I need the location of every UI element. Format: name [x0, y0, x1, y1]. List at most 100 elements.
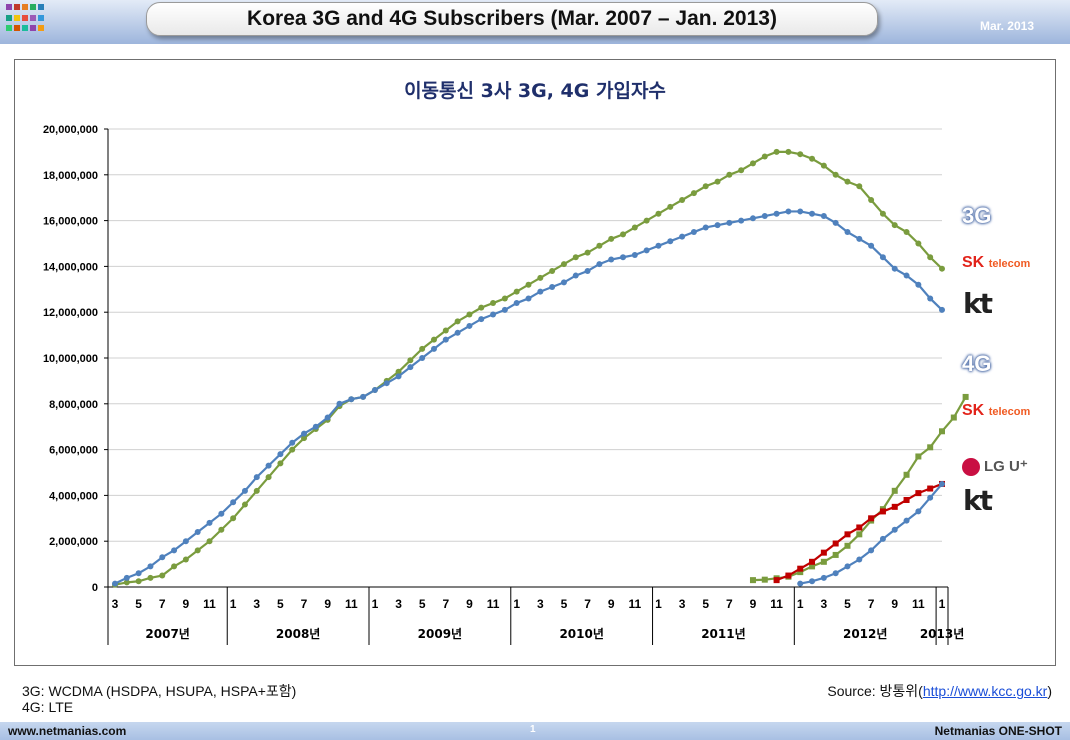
- data-point: [820, 558, 827, 565]
- legend-4g-badge: 4G: [962, 351, 992, 376]
- year-label: 2007년: [145, 627, 189, 641]
- data-point: [265, 474, 272, 481]
- data-point: [383, 380, 390, 387]
- series-4g-lg-u-: [773, 480, 945, 584]
- data-point: [844, 563, 851, 570]
- data-point: [194, 529, 201, 536]
- data-point: [265, 462, 272, 469]
- x-tick-label: 3: [395, 597, 402, 611]
- data-point: [879, 254, 886, 261]
- tick-labels: 0 2,000,000 4,000,000 6,000,000 8,000,000 10,…: [43, 124, 964, 641]
- data-point: [620, 231, 627, 238]
- data-point: [738, 217, 745, 224]
- gridlines: [108, 128, 942, 542]
- data-point: [820, 549, 827, 556]
- y-tick-label: 18,000,000: [43, 170, 98, 182]
- y-tick-label: 0: [92, 582, 98, 594]
- data-point: [856, 531, 863, 538]
- data-point: [608, 235, 615, 242]
- data-point: [761, 153, 768, 160]
- data-point: [797, 569, 804, 576]
- source-prefix: Source: 방통위(: [827, 683, 923, 699]
- data-point: [868, 547, 875, 554]
- data-point: [797, 565, 804, 572]
- y-tick-label: 12,000,000: [43, 307, 98, 319]
- source-link[interactable]: http://www.kcc.go.kr: [922, 683, 1048, 699]
- data-point: [891, 222, 898, 229]
- data-point: [478, 316, 485, 323]
- data-point: [903, 471, 910, 478]
- data-point: [832, 219, 839, 226]
- data-point: [749, 577, 756, 584]
- data-point: [253, 474, 260, 481]
- y-tick-label: 8,000,000: [49, 399, 98, 411]
- data-point: [927, 254, 934, 261]
- data-point: [206, 519, 213, 526]
- chart-frame: [14, 59, 1056, 666]
- footer-website: www.netmanias.com: [8, 724, 127, 738]
- data-point: [135, 570, 142, 577]
- legend-4g-lgu-logo: LG U⁺: [962, 457, 1028, 477]
- data-point: [749, 160, 756, 167]
- data-point: [927, 485, 934, 492]
- data-point: [182, 556, 189, 563]
- data-point: [159, 554, 166, 561]
- note-4g-definition: 4G: LTE: [22, 699, 74, 715]
- data-point: [572, 254, 579, 261]
- data-point: [915, 240, 922, 247]
- data-point: [891, 487, 898, 494]
- data-point: [584, 249, 591, 256]
- data-point: [844, 178, 851, 185]
- data-point: [714, 178, 721, 185]
- y-tick-label: 6,000,000: [49, 445, 98, 457]
- data-point: [171, 547, 178, 554]
- data-point: [879, 508, 886, 515]
- series-line: [800, 483, 943, 585]
- data-point: [915, 508, 922, 515]
- data-point: [667, 238, 674, 245]
- data-point: [454, 329, 461, 336]
- data-point: [773, 210, 780, 217]
- data-point: [761, 576, 768, 583]
- data-point: [525, 281, 532, 288]
- data-point: [289, 439, 296, 446]
- x-tick-label: 9: [466, 597, 473, 611]
- data-point: [726, 219, 733, 226]
- data-point: [407, 357, 414, 364]
- data-point: [903, 229, 910, 236]
- data-point: [868, 515, 875, 522]
- data-point: [903, 517, 910, 524]
- data-point: [218, 510, 225, 517]
- data-point: [844, 229, 851, 236]
- x-tick-label: 11: [770, 597, 783, 611]
- x-tick-label: 3: [679, 597, 686, 611]
- data-point: [939, 480, 945, 487]
- y-tick-label: 2,000,000: [49, 536, 98, 548]
- data-point: [123, 579, 130, 586]
- data-point: [820, 213, 827, 220]
- data-point: [549, 284, 556, 291]
- data-point: [832, 171, 839, 178]
- data-point: [832, 570, 839, 577]
- data-point: [809, 210, 816, 217]
- slide-date: Mar. 2013: [979, 19, 1034, 33]
- x-tick-label: 5: [135, 597, 142, 611]
- x-tick-label: 1: [513, 597, 520, 611]
- data-point: [785, 208, 792, 215]
- data-point: [312, 423, 319, 430]
- data-point: [797, 151, 804, 158]
- data-point: [797, 208, 804, 215]
- data-point: [147, 563, 154, 570]
- data-point: [903, 272, 910, 279]
- skt-logo-sub: telecom: [988, 258, 1031, 270]
- data-point: [939, 428, 945, 435]
- data-point: [182, 538, 189, 545]
- data-point: [856, 524, 863, 531]
- x-tick-label: 5: [561, 597, 568, 611]
- x-tick-label: 9: [750, 597, 757, 611]
- x-tick-label: 3: [537, 597, 544, 611]
- data-point: [915, 490, 922, 497]
- legend-3g-skt-logo: SK telecom: [962, 254, 1030, 272]
- data-point: [903, 496, 910, 503]
- data-point: [879, 535, 886, 542]
